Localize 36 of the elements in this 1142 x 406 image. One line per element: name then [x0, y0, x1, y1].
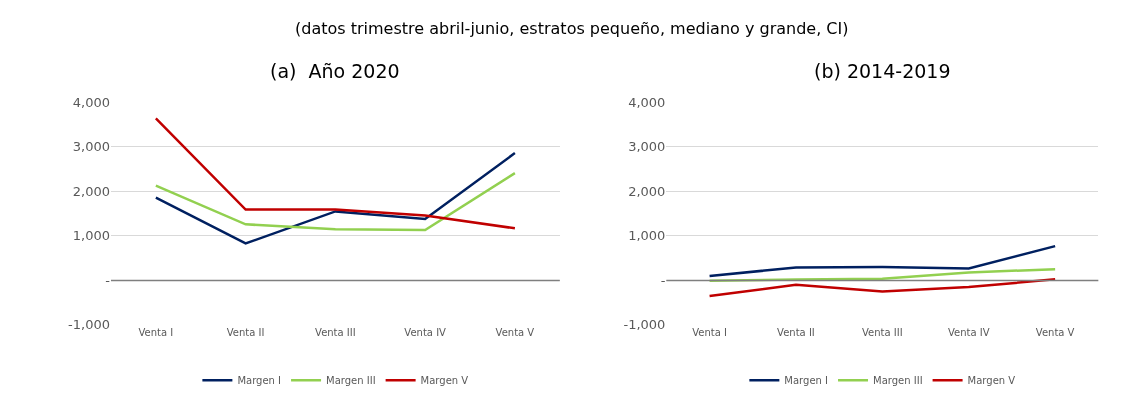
x-tick-label: Venta I: [138, 326, 174, 338]
y-tick-label: -1,000: [623, 317, 666, 333]
chart-title: (b) 2014-2019: [814, 60, 951, 82]
y-tick-label: 2,000: [72, 183, 110, 199]
line-series: [154, 171, 517, 232]
x-tick-label: Venta III: [315, 326, 356, 338]
x-tick-label: Venta V: [495, 326, 535, 338]
y-tick-label: 3,000: [628, 139, 666, 155]
y-tick-label: -: [105, 272, 111, 288]
line-series: [708, 278, 1057, 298]
y-tick-label: 4,000: [628, 94, 666, 110]
legend-label: Margen V: [420, 375, 469, 387]
y-tick-label: -1,000: [68, 317, 110, 333]
x-tick-label: Venta III: [862, 326, 903, 338]
x-tick-label: Venta IV: [404, 326, 447, 338]
line-series: [708, 244, 1057, 278]
x-tick-label: Venta II: [777, 326, 815, 338]
line-series: [154, 117, 517, 230]
chart-title: (a) Año 2020: [270, 60, 400, 82]
y-tick-label: 1,000: [72, 228, 110, 244]
y-tick-label: 3,000: [72, 139, 110, 155]
legend-label: Margen I: [237, 375, 282, 387]
x-tick-label: Venta V: [1035, 326, 1075, 338]
y-tick-label: -: [660, 272, 666, 288]
x-tick-label: Venta IV: [947, 326, 990, 338]
x-tick-label: Venta I: [692, 326, 727, 338]
legend-label: Margen I: [784, 375, 829, 387]
y-tick-label: 2,000: [628, 183, 666, 199]
legend-label: Margen III: [326, 375, 376, 387]
text: (datos trimestre abril-junio, estratos pequeño, mediano y grande, CI): [295, 19, 849, 38]
legend-label: Margen III: [873, 375, 923, 387]
line-series: [154, 151, 517, 245]
y-tick-label: 1,000: [628, 228, 666, 244]
legend-label: Margen V: [967, 375, 1016, 387]
y-tick-label: 4,000: [72, 94, 110, 110]
x-tick-label: Venta II: [226, 326, 265, 338]
